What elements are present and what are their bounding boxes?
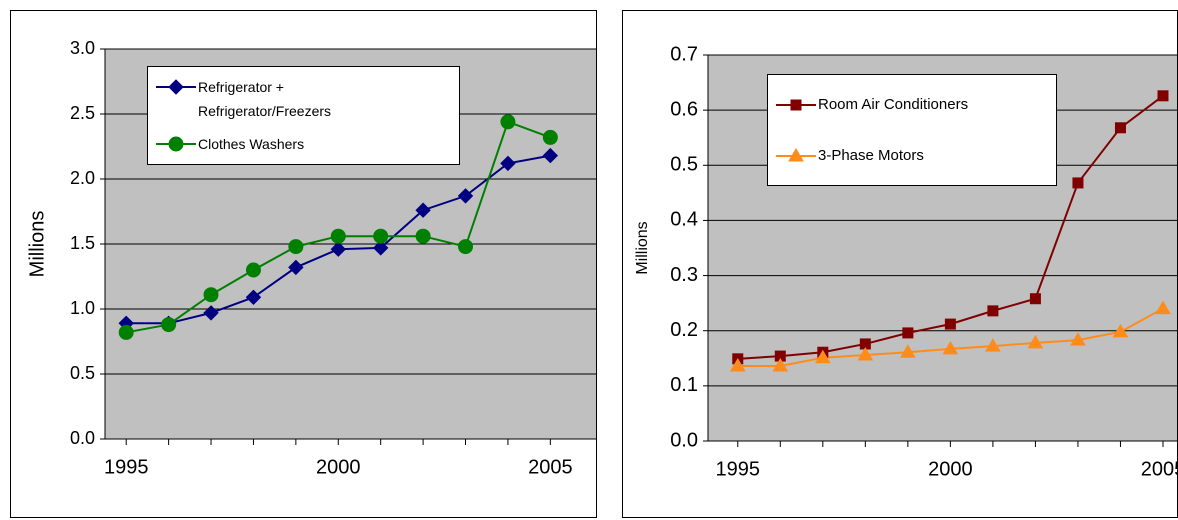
marker bbox=[1112, 323, 1129, 338]
marker bbox=[330, 228, 346, 244]
legend-label: Room Air Conditioners bbox=[818, 95, 969, 113]
marker bbox=[288, 259, 304, 276]
y-tick-label: 1.5 bbox=[70, 233, 95, 253]
marker bbox=[542, 147, 559, 164]
marker bbox=[373, 228, 389, 244]
marker bbox=[899, 344, 916, 358]
y-tick-label: 2.5 bbox=[70, 103, 95, 123]
marker bbox=[1114, 122, 1126, 134]
legend-entry: Refrigerator + Refrigerator/Freezers bbox=[154, 75, 453, 123]
legend-swatch bbox=[156, 79, 196, 95]
legend-swatch bbox=[776, 99, 816, 110]
y-tick-label: 0.0 bbox=[70, 428, 95, 448]
marker bbox=[330, 241, 346, 257]
marker bbox=[458, 239, 474, 255]
marker bbox=[788, 147, 804, 161]
marker bbox=[1072, 177, 1084, 189]
marker bbox=[500, 114, 516, 130]
y-tick-label: 0.6 bbox=[670, 98, 698, 120]
y-tick-label: 0.0 bbox=[670, 429, 698, 451]
legend-swatch bbox=[156, 136, 196, 152]
marker bbox=[902, 327, 914, 339]
marker bbox=[987, 305, 999, 317]
marker bbox=[1157, 90, 1169, 102]
marker bbox=[1070, 332, 1086, 346]
marker bbox=[161, 317, 177, 333]
marker bbox=[500, 155, 516, 172]
marker bbox=[944, 318, 956, 330]
marker bbox=[118, 324, 134, 340]
legend-label: Clothes Washers bbox=[198, 135, 305, 152]
x-tick-label: 1995 bbox=[104, 456, 149, 478]
marker bbox=[772, 358, 789, 372]
marker bbox=[857, 346, 874, 361]
marker bbox=[1027, 334, 1044, 349]
x-tick-label: 2005 bbox=[528, 456, 573, 478]
y-tick-label: 0.4 bbox=[670, 209, 698, 231]
y-tick-label: 3.0 bbox=[70, 38, 95, 58]
legend-entry: 3-Phase Motors bbox=[774, 144, 1050, 168]
marker bbox=[245, 289, 262, 306]
marker bbox=[168, 136, 184, 152]
y-tick-label: 0.5 bbox=[70, 363, 95, 383]
y-tick-label: 1.0 bbox=[70, 298, 95, 318]
legend-label: Refrigerator + Refrigerator/Freezers bbox=[198, 79, 332, 120]
marker bbox=[542, 129, 558, 145]
marker bbox=[372, 240, 389, 256]
marker bbox=[1155, 300, 1171, 315]
legend-entry: Room Air Conditioners bbox=[774, 93, 1050, 117]
marker bbox=[168, 79, 184, 95]
y-tick-label: 2.0 bbox=[70, 168, 95, 188]
marker bbox=[203, 287, 219, 303]
y-axis-title: Millions bbox=[634, 221, 651, 274]
y-tick-label: 0.7 bbox=[670, 43, 698, 65]
marker bbox=[203, 305, 219, 321]
y-tick-label: 0.1 bbox=[670, 374, 698, 396]
marker bbox=[790, 99, 802, 110]
legend: Refrigerator + Refrigerator/Freezers Clot… bbox=[147, 66, 460, 165]
x-tick-label: 2000 bbox=[316, 456, 361, 478]
marker bbox=[729, 358, 746, 372]
legend-swatch bbox=[776, 147, 816, 161]
marker bbox=[245, 262, 261, 278]
legend-label: 3-Phase Motors bbox=[818, 146, 924, 164]
x-tick-label: 2005 bbox=[1141, 458, 1178, 480]
y-tick-label: 0.2 bbox=[670, 319, 698, 341]
marker bbox=[942, 340, 959, 355]
x-tick-label: 1995 bbox=[716, 458, 761, 480]
marker bbox=[288, 239, 304, 255]
y-tick-label: 0.5 bbox=[670, 154, 698, 176]
marker bbox=[415, 228, 431, 244]
marker bbox=[1029, 293, 1041, 305]
legend-entry: Clothes Washers bbox=[154, 132, 453, 156]
marker bbox=[985, 338, 1001, 352]
legend: Room Air Conditioners 3-Phase Motors bbox=[767, 74, 1057, 186]
y-tick-label: 0.3 bbox=[670, 264, 698, 286]
y-axis-title: Millions bbox=[26, 211, 48, 278]
x-tick-label: 2000 bbox=[928, 458, 973, 480]
marker bbox=[814, 349, 831, 364]
marker bbox=[457, 188, 474, 204]
marker bbox=[415, 202, 431, 218]
